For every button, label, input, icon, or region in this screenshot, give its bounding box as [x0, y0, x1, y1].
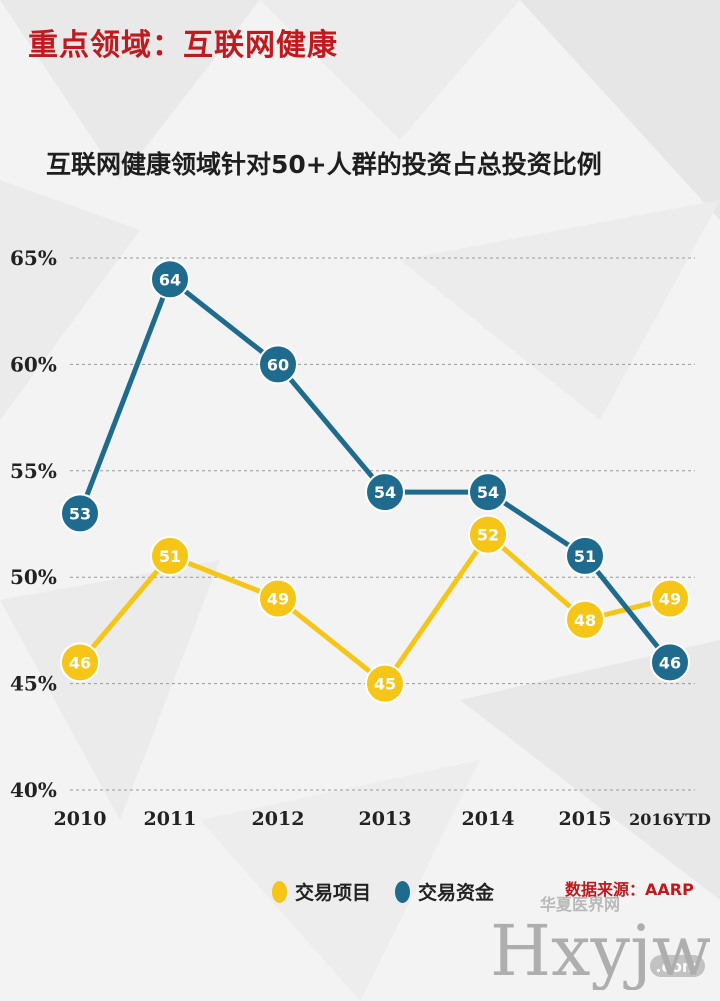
data-label-series-1: 51: [159, 547, 181, 566]
x-tick-label: 2012: [252, 808, 305, 830]
data-label-series-1: 46: [69, 653, 91, 672]
data-point-series-2: [468, 472, 508, 513]
data-point-series-2: [650, 642, 690, 683]
legend-label-series-1: 交易项目: [295, 882, 372, 904]
y-tick-label: 65%: [10, 246, 57, 270]
y-tick-label: 55%: [10, 459, 57, 483]
data-point-series-1: [150, 535, 190, 576]
page-title: 重点领域：互联网健康: [28, 28, 338, 63]
data-point-series-1: [60, 642, 100, 683]
svg-text:华夏医界网: 华夏医界网: [540, 895, 620, 914]
data-point-series-2: [150, 259, 190, 300]
y-tick-label: 40%: [10, 778, 57, 802]
data-label-series-1: 52: [477, 526, 499, 545]
x-tick-label: 2010: [54, 808, 107, 830]
data-label-series-2: 46: [659, 653, 681, 672]
data-label-series-2: 64: [159, 270, 181, 289]
data-point-series-1: [650, 578, 690, 619]
data-point-series-2: [258, 344, 298, 385]
data-label-series-2: 60: [267, 355, 289, 374]
legend-marker-series-2: [395, 880, 411, 903]
data-point-series-1: [468, 514, 508, 555]
x-tick-label: 2015: [559, 808, 612, 830]
data-source-note: 数据来源：AARP: [565, 880, 694, 899]
x-tick-label: 2016YTD: [629, 810, 711, 829]
y-tick-label: 50%: [10, 565, 57, 589]
data-label-series-2: 51: [574, 547, 596, 566]
data-point-series-1: [258, 578, 298, 619]
legend-item-series-1: 交易项目: [272, 878, 371, 905]
data-label-series-1: 48: [574, 611, 596, 630]
chart-legend: 交易项目 交易资金: [272, 878, 508, 905]
data-point-series-2: [565, 535, 605, 576]
y-tick-label: 45%: [10, 672, 57, 696]
x-tick-label: 2014: [462, 808, 515, 830]
watermark-logo: .com Hxyjw 华夏医界网: [490, 895, 710, 990]
svg-text:Hxyjw: Hxyjw: [490, 910, 710, 990]
chart-title: 互联网健康领域针对50+人群的投资占总投资比例: [46, 150, 602, 179]
data-label-series-1: 49: [659, 589, 681, 608]
data-label-series-2: 54: [374, 483, 396, 502]
data-label-series-2: 53: [69, 504, 91, 523]
legend-marker-series-1: [272, 880, 287, 903]
data-point-series-2: [365, 472, 405, 513]
svg-text:.com: .com: [655, 957, 698, 976]
data-label-series-1: 45: [374, 675, 396, 694]
legend-item-series-2: 交易资金: [395, 878, 494, 905]
legend-label-series-2: 交易资金: [418, 882, 495, 904]
data-point-series-1: [565, 599, 605, 640]
data-point-series-1: [365, 663, 405, 704]
data-point-series-2: [60, 493, 100, 534]
y-tick-label: 60%: [10, 352, 57, 376]
x-tick-label: 2013: [359, 808, 412, 830]
data-label-series-2: 54: [477, 483, 499, 502]
data-label-series-1: 49: [267, 589, 289, 608]
x-tick-label: 2011: [144, 808, 197, 830]
